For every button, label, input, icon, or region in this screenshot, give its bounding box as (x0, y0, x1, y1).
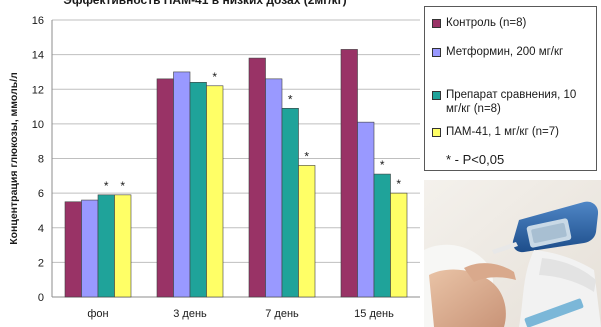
bar-3-4 (373, 173, 391, 298)
legend-label-control: Контроль (n=8) (446, 17, 527, 29)
bar-2-2 (173, 71, 191, 298)
significance-star: * (212, 70, 217, 84)
bar-1-3 (248, 57, 266, 298)
significance-star: * (104, 179, 109, 193)
bar-3-3 (281, 107, 299, 298)
legend-label-pam41: ПАМ-41, 1 мг/кг (n=7) (446, 126, 560, 138)
legend-swatch-control (432, 19, 441, 28)
y-tick-label: 0 (38, 292, 44, 304)
significance-star: * (380, 158, 385, 172)
bar-3-1 (97, 194, 115, 298)
y-tick-label: 14 (32, 50, 44, 62)
bar-4-4 (390, 192, 408, 298)
significance-star: * (288, 92, 293, 106)
y-tick-label: 2 (38, 257, 44, 269)
y-tick-label: 8 (38, 154, 44, 166)
bar-4-3 (298, 165, 316, 298)
significance-star: * (304, 149, 309, 163)
significance-star: * (396, 177, 401, 191)
legend-label-metformin: Метформин, 200 мг/кг (446, 46, 564, 58)
chart-title: Эффективность ПАМ-41 в низких дозах (2мг… (63, 0, 346, 7)
bar-2-1 (81, 199, 99, 298)
y-tick-label: 6 (38, 188, 44, 200)
significance-note: * - P<0,05 (446, 152, 505, 167)
y-tick-label: 10 (32, 119, 44, 131)
x-tick-label: 15 день (354, 308, 394, 320)
bar-1-2 (156, 78, 174, 298)
bar-1-4 (340, 49, 358, 298)
x-tick-label: фон (87, 308, 108, 320)
bar-1-1 (64, 201, 82, 298)
bar-4-2 (206, 85, 224, 298)
significance-star: * (120, 179, 125, 193)
legend-label-reference: Препарат сравнения, 10 мг/кг (n=8) (446, 89, 577, 115)
y-tick-label: 16 (32, 15, 44, 27)
y-tick-label: 4 (38, 223, 44, 235)
glucometer-illustration (424, 180, 601, 327)
x-tick-label: 7 день (265, 308, 299, 320)
y-tick-label: 12 (32, 84, 44, 96)
bar-2-4 (357, 121, 375, 298)
bar-2-3 (265, 78, 283, 298)
glucometer-photo (424, 180, 601, 327)
chart-legend: Контроль (n=8) Метформин, 200 мг/кг Преп… (424, 6, 597, 171)
legend-swatch-pam41 (432, 128, 441, 137)
legend-swatch-metformin (432, 48, 441, 57)
bar-3-2 (189, 82, 207, 298)
x-tick-label: 3 день (173, 308, 207, 320)
bar-4-1 (114, 194, 132, 298)
y-axis-label: Концентрация глюкозы, ммоль/л (8, 72, 20, 245)
legend-swatch-reference (432, 91, 441, 100)
